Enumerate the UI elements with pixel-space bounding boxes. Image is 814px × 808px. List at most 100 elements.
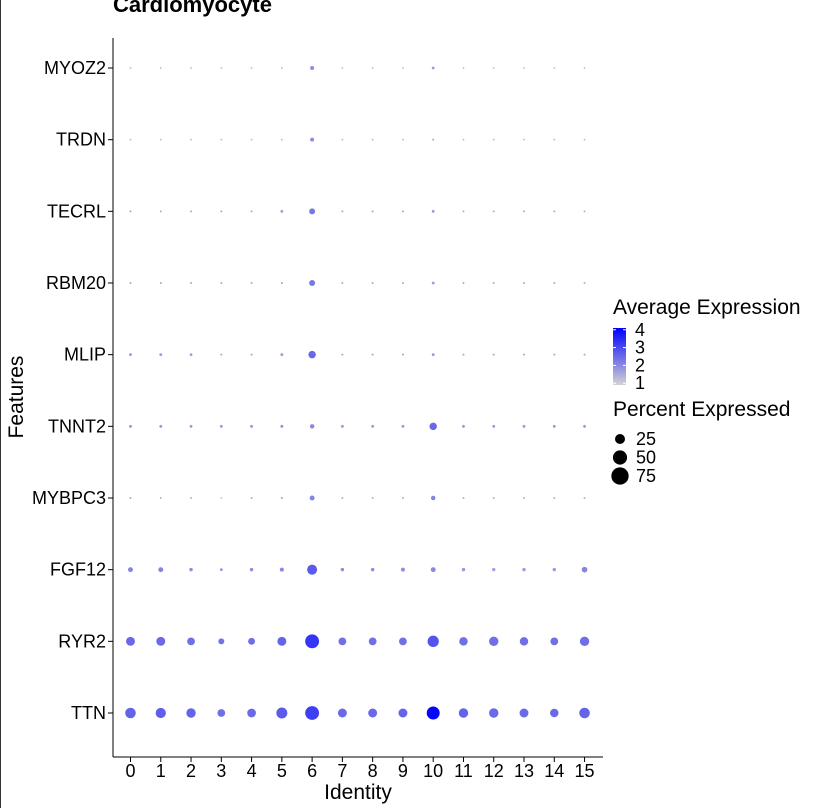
dot-myoz2-cluster-10 <box>431 66 435 70</box>
dot-fgf12-cluster-9 <box>400 567 405 572</box>
size-legend-dot-25 <box>615 434 625 444</box>
dot-mybpc3-cluster-10 <box>430 495 436 501</box>
dot-ryr2-cluster-8 <box>368 637 377 646</box>
dot-fgf12-cluster-5 <box>279 567 284 572</box>
x-tick-label-0: 0 <box>125 761 135 781</box>
dot-rbm20-cluster-1 <box>159 282 162 284</box>
dot-tecrl-cluster-0 <box>129 210 132 213</box>
dot-rbm20-cluster-14 <box>553 282 556 284</box>
dot-ryr2-cluster-6 <box>305 634 320 649</box>
dot-mybpc3-cluster-5 <box>280 497 283 499</box>
dot-myoz2-cluster-1 <box>159 67 162 69</box>
dot-myoz2-cluster-9 <box>402 67 404 69</box>
dot-trdn-cluster-3 <box>220 138 223 141</box>
dot-ttn-cluster-7 <box>337 708 347 718</box>
dot-trdn-cluster-9 <box>402 138 404 141</box>
dot-myoz2-cluster-7 <box>341 67 344 69</box>
dot-myoz2-cluster-2 <box>190 67 192 69</box>
dot-rbm20-cluster-3 <box>220 282 223 284</box>
dot-mlip-cluster-5 <box>280 353 284 357</box>
dot-ryr2-cluster-9 <box>399 637 407 646</box>
y-tick-label-myoz2: MYOZ2 <box>44 58 106 78</box>
dot-tecrl-cluster-1 <box>159 210 162 213</box>
x-tick-label-1: 1 <box>156 761 166 781</box>
dot-ttn-cluster-13 <box>519 708 529 718</box>
y-axis-title: Features <box>5 356 28 439</box>
dot-mlip-cluster-14 <box>553 353 556 356</box>
dot-myoz2-cluster-4 <box>250 67 253 69</box>
dot-fgf12-cluster-12 <box>492 567 496 572</box>
colorbar-label-1: 1 <box>635 373 645 393</box>
dot-myoz2-cluster-11 <box>462 67 465 69</box>
dot-rbm20-cluster-7 <box>341 282 344 284</box>
dot-trdn-cluster-11 <box>462 138 465 141</box>
dot-tnnt2-cluster-10 <box>429 422 437 431</box>
dot-tecrl-cluster-5 <box>280 209 284 213</box>
dot-ttn-cluster-0 <box>125 707 136 719</box>
dot-tnnt2-cluster-3 <box>219 424 223 428</box>
dot-myoz2-cluster-8 <box>371 67 374 69</box>
dot-ttn-cluster-6 <box>305 706 320 720</box>
left-frame-line <box>0 0 1 808</box>
dot-tnnt2-cluster-12 <box>492 424 496 428</box>
dot-ttn-cluster-12 <box>489 708 499 718</box>
dot-mlip-cluster-9 <box>401 353 404 356</box>
size-legend-dot-75 <box>611 467 629 485</box>
dot-mybpc3-cluster-13 <box>523 497 526 499</box>
dot-rbm20-cluster-0 <box>129 282 132 284</box>
dot-mybpc3-cluster-12 <box>492 497 495 499</box>
dot-rbm20-cluster-15 <box>583 282 586 284</box>
dot-tnnt2-cluster-5 <box>280 424 284 428</box>
dot-mybpc3-cluster-0 <box>129 497 132 499</box>
colorbar-label-2: 2 <box>635 355 645 375</box>
dot-trdn-cluster-6 <box>310 137 315 142</box>
dot-myoz2-cluster-0 <box>129 67 132 69</box>
dot-ryr2-cluster-0 <box>126 636 135 646</box>
dot-trdn-cluster-12 <box>492 138 495 141</box>
points-layer <box>125 66 590 720</box>
dot-mlip-cluster-3 <box>220 353 223 356</box>
dot-fgf12-cluster-2 <box>189 567 193 572</box>
dot-fgf12-cluster-8 <box>370 567 375 572</box>
dot-tecrl-cluster-11 <box>462 210 465 213</box>
dot-ryr2-cluster-7 <box>338 637 347 646</box>
dot-mybpc3-cluster-14 <box>553 497 556 499</box>
y-tick-label-trdn: TRDN <box>56 130 106 150</box>
dot-myoz2-cluster-15 <box>583 67 586 69</box>
dot-tecrl-cluster-10 <box>431 209 435 213</box>
dot-mybpc3-cluster-11 <box>462 497 465 499</box>
dot-tecrl-cluster-2 <box>190 210 193 213</box>
dot-ryr2-cluster-13 <box>519 637 529 646</box>
dot-tnnt2-cluster-4 <box>250 424 253 428</box>
size-legend-title: Percent Expressed <box>613 398 790 421</box>
dot-mlip-cluster-4 <box>250 353 253 356</box>
dot-mlip-cluster-12 <box>492 353 495 356</box>
x-tick-label-14: 14 <box>544 761 564 781</box>
dot-mlip-cluster-7 <box>341 353 344 356</box>
dot-ttn-cluster-3 <box>217 709 226 717</box>
dot-mlip-cluster-10 <box>431 353 435 357</box>
size-legend-dot-50 <box>612 450 628 465</box>
dot-mybpc3-cluster-7 <box>341 497 344 499</box>
dot-tnnt2-cluster-8 <box>371 424 375 428</box>
y-tick-label-ttn: TTN <box>71 703 106 723</box>
dot-trdn-cluster-13 <box>523 138 525 141</box>
dot-tnnt2-cluster-6 <box>309 424 315 429</box>
dot-ryr2-cluster-12 <box>489 636 499 647</box>
y-tick-label-ryr2: RYR2 <box>58 631 106 651</box>
dot-trdn-cluster-14 <box>553 138 556 141</box>
colorbar-label-3: 3 <box>635 338 645 358</box>
dot-tecrl-cluster-13 <box>523 210 526 213</box>
dot-ryr2-cluster-2 <box>187 637 195 646</box>
dot-tecrl-cluster-6 <box>309 208 316 215</box>
dot-tecrl-cluster-7 <box>341 210 344 213</box>
x-tick-label-3: 3 <box>216 761 226 781</box>
y-tick-label-mlip: MLIP <box>64 345 106 365</box>
dot-ryr2-cluster-4 <box>248 637 256 645</box>
dot-mybpc3-cluster-8 <box>371 497 374 499</box>
y-tick-label-mybpc3: MYBPC3 <box>32 488 106 508</box>
x-tick-label-5: 5 <box>277 761 287 781</box>
dot-mybpc3-cluster-2 <box>190 497 193 499</box>
dot-tecrl-cluster-14 <box>553 210 556 213</box>
dot-tecrl-cluster-9 <box>401 210 404 213</box>
